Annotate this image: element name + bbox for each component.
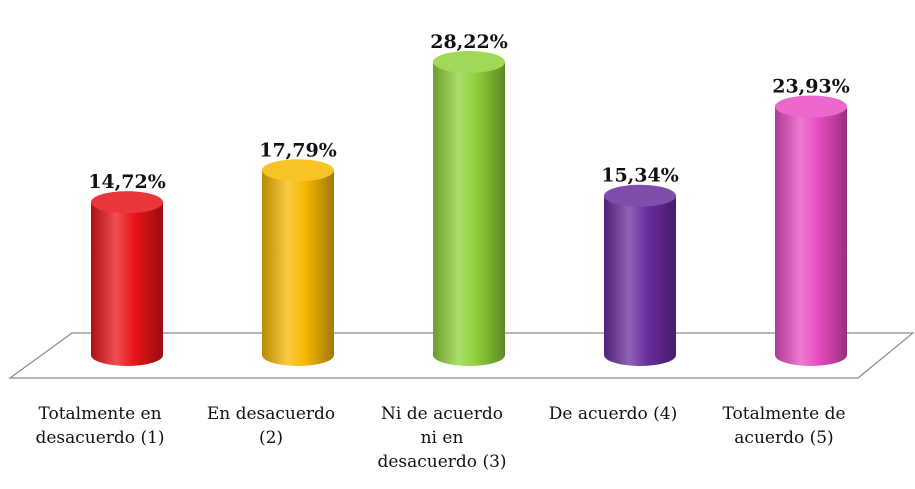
category-label: Totalmente en desacuerdo (1): [35, 404, 165, 448]
bar-4: 15,34%: [601, 165, 679, 366]
bar-body: [433, 62, 505, 366]
bar-body: [262, 170, 334, 366]
bar-top-cap: [91, 191, 163, 214]
bar-top-cap: [433, 51, 505, 73]
data-label: 15,34%: [601, 165, 679, 187]
bar-top-cap: [262, 159, 334, 182]
data-label: 14,72%: [88, 171, 166, 193]
bar-body: [604, 195, 676, 366]
bar-2: 17,79%: [259, 139, 337, 366]
bar-top-cap: [775, 95, 847, 118]
bar-top-cap: [604, 184, 676, 207]
bar-5: 23,93%: [772, 76, 850, 367]
bar-body: [775, 106, 847, 367]
data-label: 17,79%: [259, 139, 337, 161]
category-label: Totalmente de acuerdo (5): [722, 404, 846, 448]
data-label: 28,22%: [430, 31, 508, 53]
category-label: De acuerdo (4): [548, 404, 678, 424]
bar-body: [91, 202, 163, 366]
data-label: 23,93%: [772, 76, 850, 98]
bar-3: 28,22%: [430, 31, 508, 366]
category-label: Ni de acuerdo ni en desacuerdo (3): [377, 404, 507, 472]
bar-1: 14,72%: [88, 171, 166, 366]
category-label: En desacuerdo (2): [206, 404, 336, 448]
